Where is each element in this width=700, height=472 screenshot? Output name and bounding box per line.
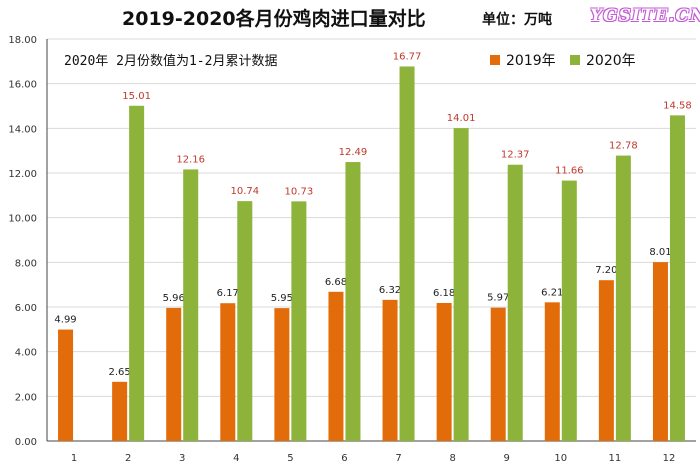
data-label-2020: 10.73 (285, 186, 314, 197)
y-tick-label: 14.00 (8, 124, 37, 135)
data-label-2019: 7.20 (595, 265, 617, 276)
bar-2019 (544, 302, 560, 441)
data-label-2019: 6.21 (541, 287, 563, 298)
data-label-2019: 8.01 (649, 247, 671, 258)
bar-2020 (291, 201, 307, 441)
bar-2019 (58, 329, 74, 441)
data-label-2020: 12.37 (501, 150, 530, 161)
data-label-2020: 14.01 (447, 113, 476, 124)
data-label-2019: 5.97 (487, 293, 509, 304)
data-label-2020: 10.74 (230, 186, 259, 197)
legend-swatch-2019 (490, 55, 500, 65)
bar-2019 (490, 307, 506, 441)
legend-label-2019: 2019年 (506, 53, 556, 69)
bar-2020 (561, 180, 577, 442)
data-label-2019: 5.96 (163, 293, 185, 304)
chart-note: 2020年 2月份数值为1-2月累计数据 (64, 54, 278, 69)
unit-label: 单位：万吨 (482, 12, 552, 28)
legend-item-2019: 2019年 (490, 50, 556, 70)
data-label-2020: 12.49 (339, 147, 368, 158)
bar-2020 (399, 66, 415, 441)
bar-2019 (436, 302, 452, 441)
chart-title: 2019-2020各月份鸡肉进口量对比 (122, 8, 426, 30)
x-tick-label: 3 (179, 453, 185, 464)
x-tick-label: 5 (287, 453, 293, 464)
data-label-2019: 6.32 (379, 285, 401, 296)
y-tick-label: 8.00 (15, 258, 37, 269)
x-tick-label: 2 (125, 453, 131, 464)
bar-2020 (129, 105, 145, 441)
data-label-2020: 14.58 (663, 100, 692, 111)
data-label-2019: 4.99 (54, 315, 76, 326)
data-label-2020: 12.78 (609, 141, 638, 152)
legend-item-2020: 2020年 (570, 50, 636, 70)
data-label-2019: 5.95 (271, 293, 293, 304)
bar-2020 (669, 115, 685, 441)
y-tick-label: 16.00 (8, 80, 37, 91)
bar-2020 (237, 201, 253, 441)
data-label-2019: 6.18 (433, 288, 455, 299)
bar-2019 (112, 381, 128, 441)
y-tick-label: 12.00 (8, 169, 37, 180)
x-tick-label: 4 (233, 453, 239, 464)
watermark-logo: YGSITE.CN (590, 6, 700, 26)
bar-2020 (345, 162, 361, 441)
bar-2019 (166, 307, 182, 441)
x-tick-label: 1 (71, 453, 77, 464)
x-tick-label: 8 (449, 453, 455, 464)
bar-2019 (652, 262, 668, 441)
data-label-2019: 6.68 (325, 277, 347, 288)
bar-2020 (507, 164, 523, 441)
y-tick-label: 2.00 (15, 392, 37, 403)
x-tick-label: 9 (504, 453, 510, 464)
bar-2019 (220, 303, 236, 441)
bar-2020 (615, 155, 631, 441)
bar-2020 (453, 128, 469, 442)
x-tick-label: 10 (554, 453, 567, 464)
y-tick-label: 10.00 (8, 214, 37, 225)
data-label-2020: 15.01 (122, 91, 151, 102)
bar-2019 (382, 299, 398, 441)
y-tick-label: 6.00 (15, 303, 37, 314)
bar-2019 (328, 291, 344, 441)
data-label-2019: 2.65 (108, 367, 130, 378)
y-tick-label: 0.00 (15, 437, 37, 448)
data-label-2019: 6.17 (217, 288, 239, 299)
y-tick-label: 4.00 (15, 348, 37, 359)
legend-swatch-2020 (570, 55, 580, 65)
data-label-2020: 16.77 (393, 51, 422, 62)
y-tick-label: 18.00 (8, 35, 37, 46)
data-label-2020: 11.66 (555, 166, 584, 177)
x-tick-label: 6 (341, 453, 347, 464)
x-tick-label: 12 (663, 453, 676, 464)
bar-2019 (274, 308, 290, 441)
data-label-2020: 12.16 (176, 154, 205, 165)
legend-label-2020: 2020年 (586, 53, 636, 69)
bar-2020 (183, 169, 199, 441)
x-tick-label: 7 (395, 453, 401, 464)
bar-2019 (598, 280, 614, 441)
x-tick-label: 11 (609, 453, 622, 464)
